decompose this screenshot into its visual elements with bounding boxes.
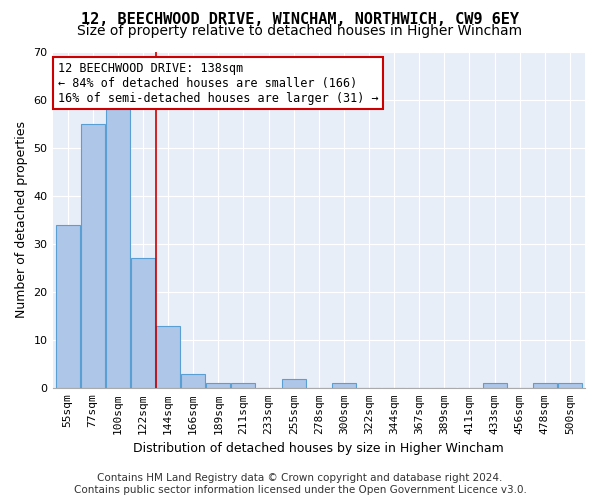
Bar xyxy=(81,124,104,388)
Bar xyxy=(56,224,80,388)
Bar xyxy=(232,384,256,388)
Bar xyxy=(106,109,130,388)
Bar xyxy=(533,384,557,388)
X-axis label: Distribution of detached houses by size in Higher Wincham: Distribution of detached houses by size … xyxy=(133,442,504,455)
Bar xyxy=(131,258,155,388)
Text: Contains HM Land Registry data © Crown copyright and database right 2024.
Contai: Contains HM Land Registry data © Crown c… xyxy=(74,474,526,495)
Bar xyxy=(181,374,205,388)
Bar xyxy=(482,384,506,388)
Text: 12 BEECHWOOD DRIVE: 138sqm
← 84% of detached houses are smaller (166)
16% of sem: 12 BEECHWOOD DRIVE: 138sqm ← 84% of deta… xyxy=(58,62,379,104)
Bar xyxy=(332,384,356,388)
Y-axis label: Number of detached properties: Number of detached properties xyxy=(15,122,28,318)
Text: Size of property relative to detached houses in Higher Wincham: Size of property relative to detached ho… xyxy=(77,24,523,38)
Text: 12, BEECHWOOD DRIVE, WINCHAM, NORTHWICH, CW9 6EY: 12, BEECHWOOD DRIVE, WINCHAM, NORTHWICH,… xyxy=(81,12,519,28)
Bar xyxy=(206,384,230,388)
Bar xyxy=(558,384,582,388)
Bar xyxy=(156,326,180,388)
Bar xyxy=(282,378,305,388)
